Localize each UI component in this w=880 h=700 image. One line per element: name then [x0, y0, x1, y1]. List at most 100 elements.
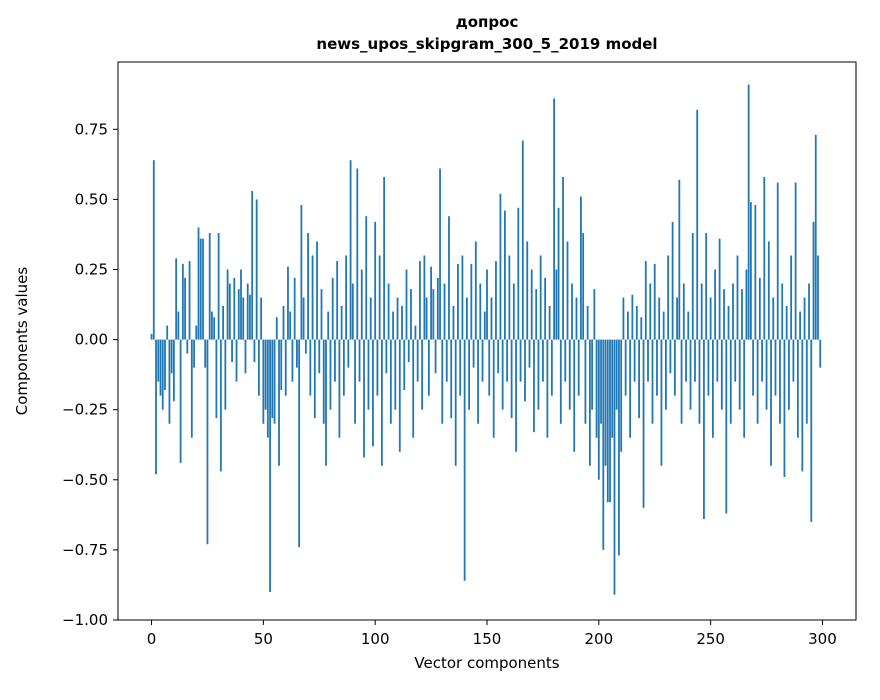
bar [575, 297, 578, 340]
bar [298, 339, 301, 548]
bar [691, 233, 694, 340]
bar [405, 269, 408, 340]
bar [287, 266, 289, 340]
bar [609, 339, 611, 503]
bar [720, 339, 723, 410]
bar [667, 255, 670, 340]
bar [316, 241, 318, 340]
bar [689, 339, 692, 410]
bar [363, 339, 365, 458]
bar [173, 339, 175, 402]
bar [512, 283, 515, 340]
bar [571, 283, 573, 340]
y-tick-label: 0.50 [75, 190, 108, 208]
bar [539, 255, 542, 340]
bar [745, 269, 748, 340]
bar [680, 339, 683, 424]
bar [783, 339, 786, 477]
bar [633, 339, 636, 382]
bar [459, 339, 462, 396]
bar [481, 339, 484, 382]
bar [696, 109, 699, 340]
bar [150, 333, 153, 340]
bar [372, 339, 374, 447]
bar [709, 297, 712, 340]
bar [340, 305, 343, 340]
bar [336, 261, 339, 340]
bar [452, 305, 455, 340]
bar [533, 339, 535, 433]
x-tick-label: 0 [147, 630, 157, 648]
bar [624, 339, 627, 396]
bar [282, 305, 285, 340]
bar [750, 202, 752, 340]
bar [595, 339, 598, 438]
bar [358, 339, 361, 382]
bar [450, 339, 453, 419]
bar [577, 339, 580, 396]
x-tick-label: 150 [473, 630, 502, 648]
bar [723, 289, 725, 340]
y-tick-label: −0.50 [62, 471, 108, 489]
bar [752, 339, 755, 396]
bar [367, 339, 370, 410]
bar [785, 305, 788, 340]
bar [729, 339, 732, 424]
bar [441, 339, 444, 424]
bar [524, 339, 526, 402]
bar [195, 325, 198, 340]
bar [593, 289, 596, 340]
bar [242, 297, 245, 340]
bar [360, 269, 363, 340]
bar [638, 339, 640, 419]
bar [794, 182, 797, 340]
bar [188, 261, 191, 340]
bar [448, 216, 450, 340]
bar [423, 255, 426, 340]
bar [799, 311, 801, 340]
bar [747, 84, 750, 340]
bar [342, 339, 345, 396]
bar [687, 311, 690, 340]
bar [490, 297, 493, 340]
bar [345, 255, 347, 340]
bar [291, 339, 294, 382]
bar [805, 339, 808, 424]
bar [152, 160, 155, 340]
bar [235, 339, 238, 382]
bar [296, 339, 298, 368]
bar [161, 339, 164, 410]
bar [251, 190, 254, 340]
bar [374, 221, 377, 340]
bar [504, 210, 506, 340]
bar [445, 339, 448, 382]
bar [284, 339, 287, 396]
bar [767, 241, 770, 340]
bar [271, 339, 274, 419]
bar [660, 339, 663, 466]
bar [398, 339, 401, 452]
bar [354, 339, 356, 424]
bar [401, 305, 403, 340]
bar [584, 339, 587, 424]
bar [653, 263, 656, 340]
bar [381, 339, 383, 466]
bar [439, 168, 441, 340]
bar [705, 233, 708, 340]
bar [224, 339, 227, 410]
bar [477, 339, 479, 424]
y-ticks-group: −1.00 −0.75 −0.50 −0.25 0.00 0.25 0.50 0.75 [62, 120, 118, 629]
bar [521, 140, 524, 340]
bar [184, 277, 186, 340]
bar [304, 339, 307, 354]
bar [718, 238, 721, 340]
bar [262, 339, 265, 424]
bar [436, 277, 439, 340]
bar [781, 283, 784, 340]
bar [788, 339, 790, 410]
x-tick-label: 50 [254, 630, 273, 648]
bar [383, 176, 386, 340]
bar [164, 339, 166, 391]
bar [376, 339, 379, 396]
